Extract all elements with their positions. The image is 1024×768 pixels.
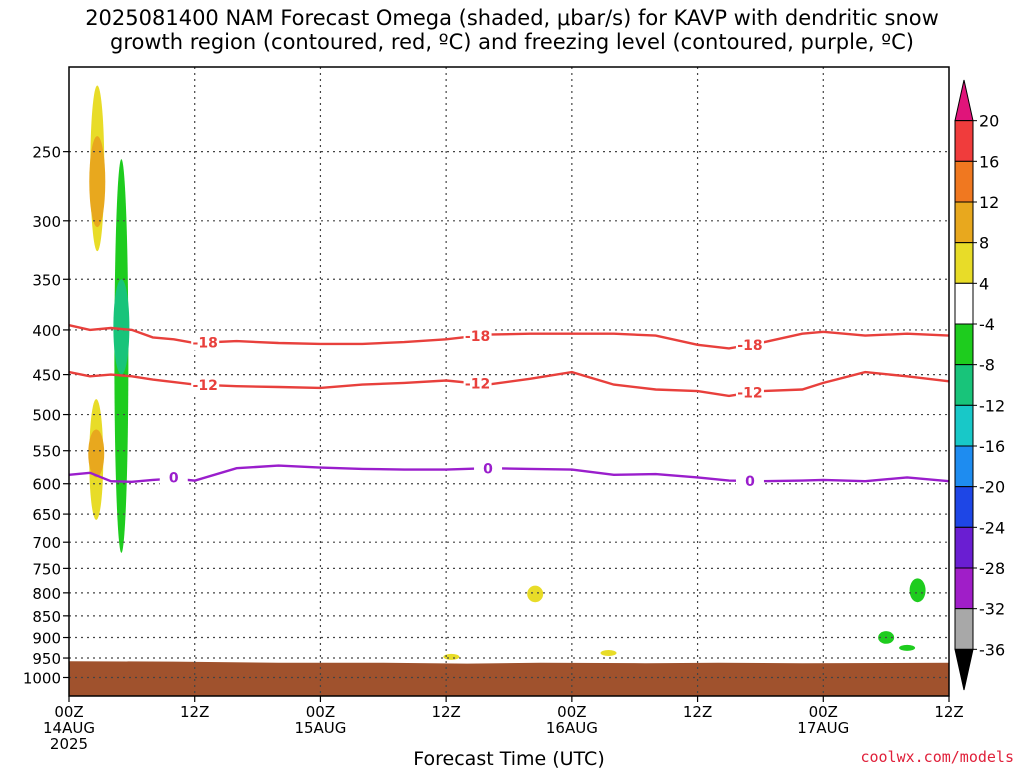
x-tick-sublabel: 16AUG [546,719,598,737]
colorbar-segment [954,160,974,203]
colorbar-label: -16 [979,437,1005,456]
plot-frame [68,66,950,697]
contour-label: 0 [745,474,755,490]
contour-label: -18 [193,336,218,352]
colorbar-segment [954,567,974,610]
contour-label-bg [159,469,188,486]
x-tick-label: 12Z [431,703,460,721]
omega-region [600,650,617,657]
contour-label-bg [735,384,764,401]
terrain [69,661,949,696]
colorbar-segment [954,201,974,244]
colorbar-label: 8 [979,234,989,253]
omega-shading [88,85,926,660]
colorbar-segment [954,79,974,122]
y-tick-label: 950 [32,650,61,668]
omega-region [899,644,916,651]
contour-label-bg [474,460,503,477]
colorbar-label: -24 [979,518,1005,537]
omega-region [113,279,130,375]
axes: 250 300 350 400 450 500 550 600 650 700 750 800 850 9… [23,66,964,768]
y-tick-label: 550 [32,443,61,461]
contour-label: -12 [737,386,762,402]
contour-label: 0 [483,462,493,478]
colorbar-segment [954,120,974,162]
omega-region [909,578,926,603]
chart-title: 2025081400 NAM Forecast Omega (shaded, μ… [85,6,939,54]
colorbar-segment [954,648,974,691]
y-tick-label: 800 [32,585,61,603]
omega-region [527,585,544,603]
x-tick-label: 12Z [180,703,209,721]
colorbar-segment [954,242,974,284]
y-tick-label: 700 [32,534,61,552]
colorbar-segment [954,282,974,325]
grid [69,67,949,696]
colorbar-segment [954,526,974,569]
colorbar-label: 20 [979,112,999,131]
terrain-fill [69,661,949,696]
y-tick-label: 750 [32,560,61,578]
colorbar-label: -32 [979,600,1005,619]
contour-label: -18 [465,329,490,345]
source-credit: coolwx.com/models [860,748,1014,766]
contours: -18 -18 -18 -12 -12 -12 0 0 0 [68,324,950,490]
y-tick-label: 400 [32,322,61,340]
contour-label: -12 [193,378,218,394]
contour-label-bg [463,327,492,344]
x-tick-sublabel: 17AUG [797,719,849,737]
contour-label-bg [735,336,764,353]
y-tick-label: 500 [32,407,61,425]
contour-label-bg [191,376,220,393]
y-tick-label: 850 [32,608,61,626]
colorbar-segment [954,323,974,366]
colorbar-label: 16 [979,152,999,171]
y-tick-label: 350 [32,271,61,289]
x-tick-label: 00Z [54,703,83,721]
y-tick-label: 900 [32,630,61,648]
y-tick-label: 250 [32,144,61,162]
colorbar-label: 4 [979,274,989,293]
colorbar-label: -28 [979,559,1005,578]
y-tick-label: 450 [32,367,61,385]
colorbar-segment [954,445,974,488]
y-tick-label: 600 [32,476,61,494]
colorbar-segment [954,364,974,406]
colorbar-label: -12 [979,396,1005,415]
x-tick-label: 00Z [809,703,838,721]
x-tick-sublabel: 14AUG [43,719,95,737]
colorbar: 20 16 12 8 4 -4 -8 -12 -16 -20 -24 -28 -32 -36 [954,79,1005,691]
x-tick-label: 00Z [557,703,586,721]
x-tick-sublabel: 15AUG [294,719,346,737]
colorbar-label: -20 [979,478,1005,497]
colorbar-segment [954,486,974,528]
colorbar-segment [954,404,974,447]
contour-label-bg [191,334,220,351]
contour-label: 0 [169,471,179,487]
colorbar-label: -36 [979,640,1005,659]
colorbar-segment [954,608,974,650]
x-tick-label: 12Z [934,703,963,721]
colorbar-label: -4 [979,315,995,334]
y-tick-label: 650 [32,506,61,524]
y-tick-label: 300 [32,213,61,231]
colorbar-label: -8 [979,356,995,375]
x-tick-label: 12Z [683,703,712,721]
y-tick-label: 1000 [23,669,61,687]
contour-label-bg [463,375,492,392]
omega-region [89,136,106,228]
omega-region [88,429,105,478]
contour-label: -12 [465,377,490,393]
contour-label: -18 [737,338,762,354]
contour-label-bg [735,472,764,489]
x-tick-label: 00Z [306,703,335,721]
x-axis-label: Forecast Time (UTC) [413,748,604,768]
x-tick-sublabel: 2025 [50,735,88,753]
contour-line [68,464,950,484]
colorbar-label: 12 [979,193,999,212]
